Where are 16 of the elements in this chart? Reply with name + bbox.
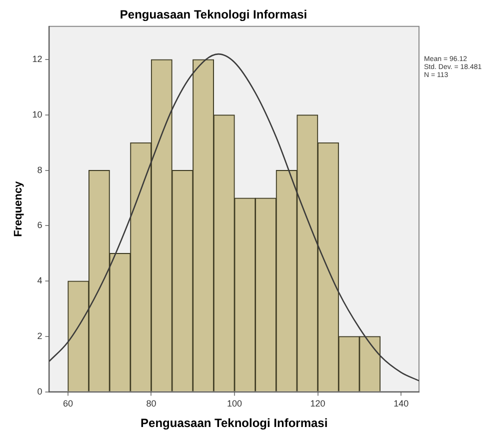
x-tick-label: 120 [310,398,326,409]
x-tick-label: 60 [62,398,73,409]
y-tick-label: 12 [32,54,42,64]
y-tick-label: 0 [37,386,42,396]
y-tick-label: 6 [37,220,42,230]
y-tick-label: 8 [37,164,42,175]
x-axis-title: Penguasaan Teknologi Informasi [140,416,328,430]
x-tick-label: 100 [227,398,242,409]
x-tick-label: 140 [394,398,409,409]
line-series [49,53,419,382]
y-axis-title: Frequency [12,180,25,237]
y-tick-label: 10 [32,109,42,120]
y-tick-label: 2 [37,330,42,341]
chart-title: Penguasaan Teknologi Informasi [120,8,308,22]
x-tick-label: 80 [146,398,156,409]
y-tick-label: 4 [37,276,42,286]
